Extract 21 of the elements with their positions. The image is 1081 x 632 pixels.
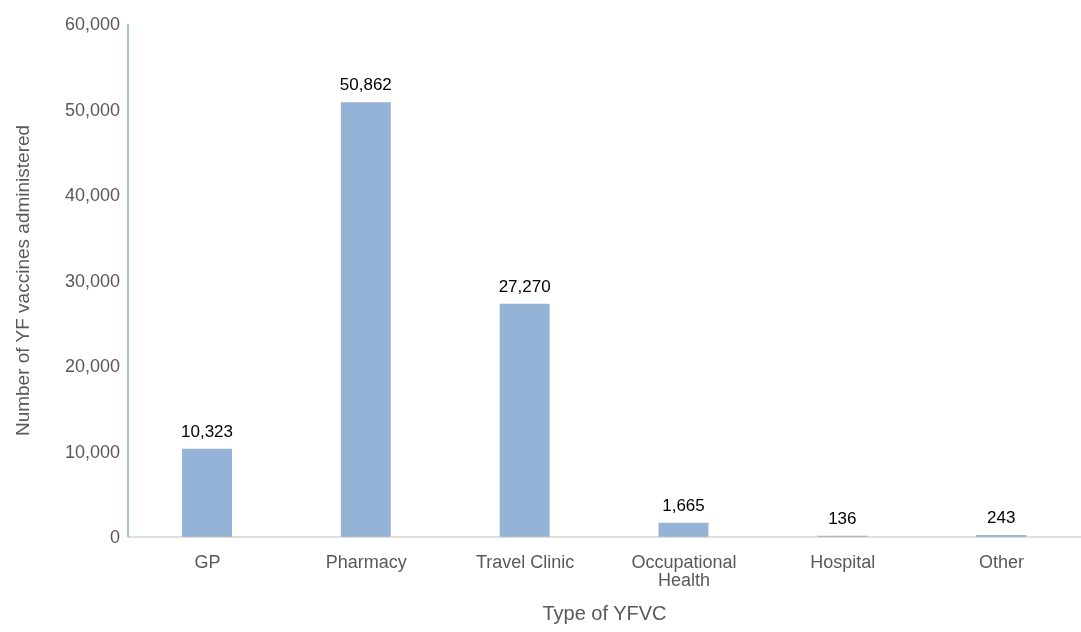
y-tick-label: 40,000 [64,185,120,206]
y-axis-title: Number of YF vaccines administered [11,124,33,437]
y-tick-label: 50,000 [64,99,120,120]
x-tick-label: Pharmacy [325,551,407,572]
y-tick-label: 60,000 [64,14,120,35]
x-tick-label: Hospital [810,551,876,572]
x-axis-title: Type of YFVC [542,602,667,624]
y-tick-label: 0 [109,527,120,548]
data-label: 27,270 [498,276,551,296]
y-tick-label: 20,000 [64,356,120,377]
data-label: 10,323 [181,421,233,441]
x-tick-label: Other [979,551,1025,572]
data-label: 136 [828,508,857,528]
x-tick-label: Occupational Health [631,551,737,590]
x-tick-label: GP [194,551,221,572]
data-label: 243 [986,507,1016,527]
y-tick-label: 30,000 [64,270,120,291]
x-tick-label: Travel Clinic [475,551,575,572]
data-label: 50,862 [339,75,392,95]
y-tick-label: 10,000 [64,441,120,462]
data-label: 1,665 [662,495,705,515]
